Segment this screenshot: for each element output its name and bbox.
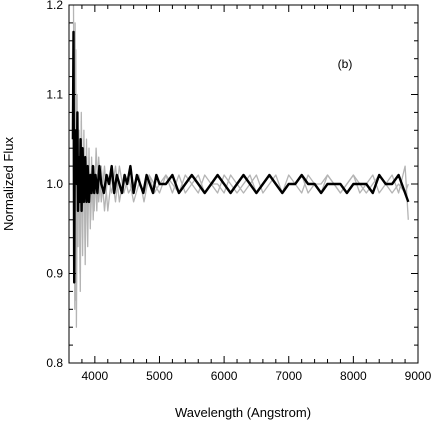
series-layer xyxy=(71,4,410,328)
y-axis-ticks: 0.8 0.9 1.0 1.1 1.2 xyxy=(46,0,418,370)
series-line-3 xyxy=(71,30,410,284)
x-tick-label: 4000 xyxy=(82,369,109,383)
x-tick-label: 8000 xyxy=(340,369,367,383)
y-tick-label: 0.8 xyxy=(46,356,63,370)
series-line-2 xyxy=(73,22,409,302)
x-tick-label: 5000 xyxy=(146,369,173,383)
x-tick-label: 9000 xyxy=(405,369,432,383)
y-tick-label: 0.9 xyxy=(46,267,63,281)
x-axis-ticks: 4000 5000 6000 7000 8000 9000 xyxy=(68,5,432,383)
y-axis-label: Normalized Flux xyxy=(1,137,16,231)
y-tick-label: 1.0 xyxy=(46,177,63,191)
x-tick-label: 7000 xyxy=(275,369,302,383)
panel-label: (b) xyxy=(338,57,353,71)
x-axis-label: Wavelength (Angstrom) xyxy=(175,405,311,420)
x-tick-label: 6000 xyxy=(211,369,238,383)
y-tick-label: 1.2 xyxy=(46,0,63,12)
y-tick-label: 1.1 xyxy=(46,88,63,102)
